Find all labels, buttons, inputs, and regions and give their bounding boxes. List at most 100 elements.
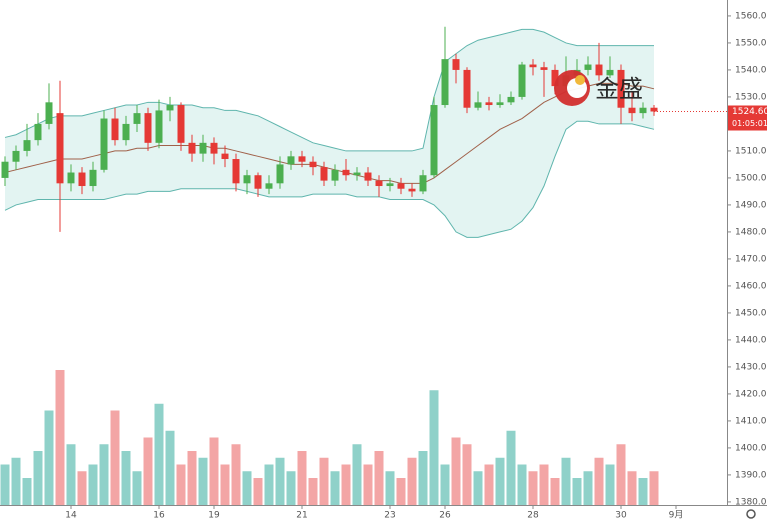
candle-body xyxy=(507,96,515,103)
candle-body xyxy=(474,102,482,108)
candle-body xyxy=(89,169,97,187)
candle-body xyxy=(155,110,163,143)
y-tick-label: 1460.00 xyxy=(735,281,767,291)
band-line xyxy=(4,120,655,238)
volume-bar xyxy=(176,464,186,505)
volume-bar xyxy=(209,437,219,505)
candle-body xyxy=(45,102,53,124)
volume-bar xyxy=(451,437,461,505)
candle-body xyxy=(551,69,559,87)
x-tick-label: 16 xyxy=(153,511,165,521)
candle-body xyxy=(177,105,185,143)
candle-body xyxy=(122,123,130,141)
volume-bar xyxy=(605,464,615,505)
y-tick-label: 1410.00 xyxy=(735,416,767,426)
volume-bar xyxy=(561,457,571,505)
volume-bar xyxy=(539,464,549,505)
y-tick-label: 1470.00 xyxy=(735,254,767,264)
candle-body xyxy=(540,67,548,70)
candle-body xyxy=(342,169,350,176)
volume-bar xyxy=(11,457,21,505)
volume-bar xyxy=(616,444,626,505)
volume-bar xyxy=(132,471,142,505)
volume-bar xyxy=(44,410,54,505)
y-tick-label: 1450.00 xyxy=(735,308,767,318)
candle-body xyxy=(595,64,603,76)
volume-bar xyxy=(572,478,582,505)
y-tick-label: 1380.00 xyxy=(735,497,767,507)
candle-body xyxy=(331,169,339,181)
volume-bar xyxy=(77,471,87,505)
candle-body xyxy=(133,113,141,124)
volume-bar xyxy=(88,464,98,505)
candle-body xyxy=(199,142,207,154)
candle-body xyxy=(210,142,218,154)
last-price-label: 1524.60 xyxy=(732,107,767,117)
volume-bar xyxy=(297,451,307,505)
volume-bar xyxy=(66,444,76,505)
candle-body xyxy=(452,59,460,70)
volume-bar xyxy=(396,478,406,505)
x-tick-label: 28 xyxy=(527,511,539,521)
volume-bar xyxy=(253,478,263,505)
candle-body xyxy=(287,156,295,165)
candle-body xyxy=(364,172,372,181)
candle-body xyxy=(166,105,174,111)
y-tick-label: 1550.00 xyxy=(735,38,767,48)
volume-bar xyxy=(473,471,483,505)
gear[interactable] xyxy=(746,509,756,519)
candle-body xyxy=(485,102,493,106)
y-tick-label: 1540.00 xyxy=(735,65,767,75)
candle-body xyxy=(606,69,614,76)
volume-bar xyxy=(638,478,648,505)
volume-bar xyxy=(99,444,109,505)
candle-body xyxy=(254,175,262,189)
volume-bar xyxy=(374,451,384,505)
candle-body xyxy=(309,161,317,168)
x-tick-label: 9月 xyxy=(669,510,684,521)
volume-bar xyxy=(495,457,505,505)
volume-bar xyxy=(55,370,65,505)
candle-body xyxy=(617,69,625,108)
volume-bar xyxy=(231,444,241,505)
candle-body xyxy=(441,59,449,106)
volume-bar xyxy=(330,471,340,505)
volume-bar xyxy=(110,410,120,505)
volume-bar xyxy=(627,471,637,505)
volume-bar xyxy=(220,464,230,505)
volume-bar xyxy=(22,478,32,505)
volume-bar xyxy=(0,464,10,505)
x-tick-label: 14 xyxy=(65,511,77,521)
volume-bar xyxy=(341,464,351,505)
volume-bar xyxy=(165,430,175,505)
candle-body xyxy=(243,175,251,184)
volume-bar xyxy=(275,457,285,505)
volume-bar xyxy=(649,471,659,505)
volume-bar xyxy=(33,451,43,505)
band-line xyxy=(4,82,655,184)
x-tick-label: 23 xyxy=(384,511,395,521)
candle-body xyxy=(265,183,273,189)
volume-bar xyxy=(517,464,527,505)
last-price-tag xyxy=(728,105,767,131)
x-tick-label: 19 xyxy=(208,511,220,521)
candle-body xyxy=(419,175,427,192)
y-tick-label: 1480.00 xyxy=(735,227,767,237)
candle-body xyxy=(496,102,504,106)
candle-body xyxy=(12,150,20,162)
volume-bar xyxy=(319,457,329,505)
candle-body xyxy=(430,105,438,176)
candle-body xyxy=(628,107,636,114)
volume-bar xyxy=(286,471,296,505)
candle-body xyxy=(100,118,108,170)
settings-icon[interactable] xyxy=(746,509,756,519)
candle-body xyxy=(23,140,31,151)
x-tick-label: 30 xyxy=(615,511,627,521)
candle-body xyxy=(67,172,75,184)
volume-bar xyxy=(506,430,516,505)
volume-bar xyxy=(385,471,395,505)
volume-bar xyxy=(308,478,318,505)
candle-body xyxy=(188,142,196,154)
candle-body xyxy=(276,164,284,184)
plot-area xyxy=(0,26,659,505)
